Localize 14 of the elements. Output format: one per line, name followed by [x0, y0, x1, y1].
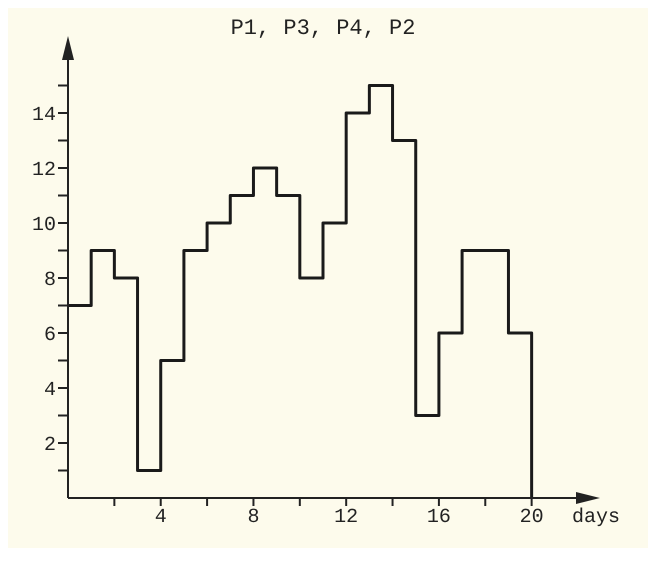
y-tick-label: 8: [44, 269, 56, 292]
x-tick-label: 20: [520, 506, 544, 530]
y-tick-label: 2: [44, 434, 56, 458]
x-axis-title: days: [572, 506, 620, 530]
y-tick-label: 12: [32, 159, 56, 182]
x-tick-label: 4: [154, 506, 167, 530]
y-tick-label: 4: [44, 379, 56, 402]
x-tick-label: 16: [426, 506, 451, 530]
chart-title: P1, P3, P4, P2: [230, 16, 416, 41]
y-tick-label: 6: [44, 324, 56, 348]
y-tick-label: 10: [32, 214, 56, 238]
x-tick-label: 8: [247, 506, 260, 530]
x-tick-label: 12: [334, 506, 358, 530]
y-tick-label: 14: [32, 104, 56, 128]
